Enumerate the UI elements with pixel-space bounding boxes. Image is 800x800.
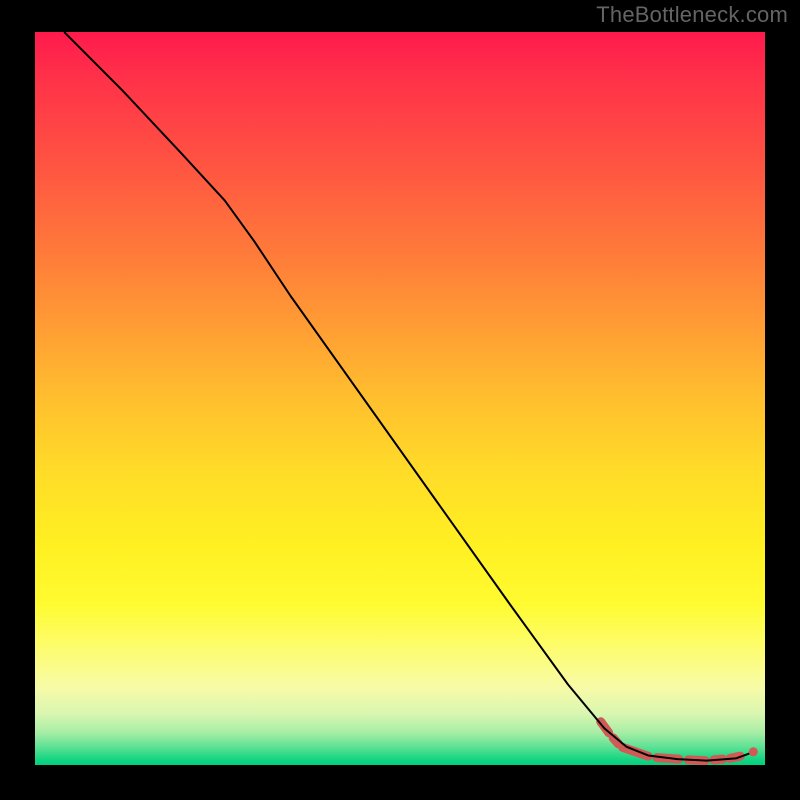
curve-end-marker [749,747,758,756]
dashed-highlight-bar [601,722,740,761]
bottleneck-curve [64,32,754,761]
chart-stage: TheBottleneck.com [0,0,800,800]
plot-area [35,32,765,765]
watermark-text: TheBottleneck.com [596,2,788,28]
chart-overlay-svg [35,32,765,765]
